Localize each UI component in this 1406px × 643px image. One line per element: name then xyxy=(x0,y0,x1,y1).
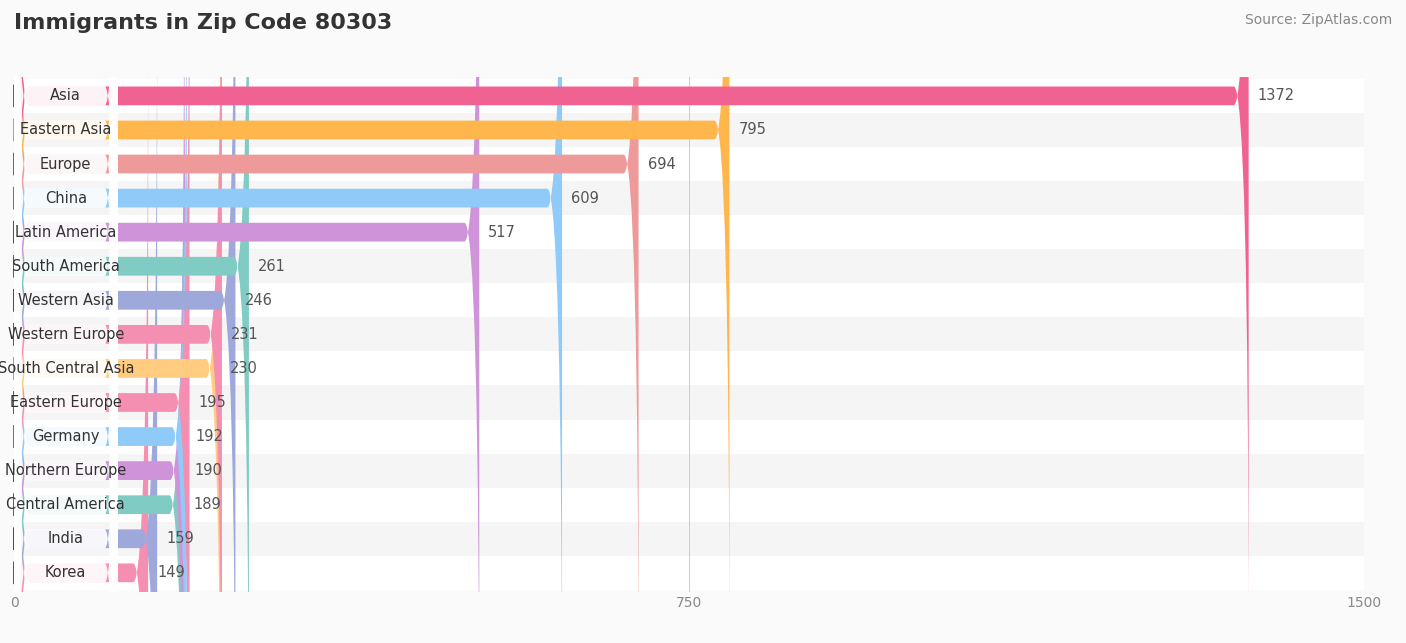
Text: South Central Asia: South Central Asia xyxy=(0,361,134,376)
Bar xyxy=(14,284,1364,318)
Text: Western Europe: Western Europe xyxy=(7,327,124,342)
Bar xyxy=(14,487,1364,521)
Text: 189: 189 xyxy=(193,497,221,512)
Text: South America: South America xyxy=(11,258,120,274)
Text: Immigrants in Zip Code 80303: Immigrants in Zip Code 80303 xyxy=(14,13,392,33)
Bar xyxy=(14,419,1364,453)
FancyBboxPatch shape xyxy=(14,0,118,612)
FancyBboxPatch shape xyxy=(14,0,638,643)
FancyBboxPatch shape xyxy=(14,0,118,643)
FancyBboxPatch shape xyxy=(14,57,118,643)
Bar xyxy=(14,113,1364,147)
Text: 795: 795 xyxy=(738,122,766,138)
FancyBboxPatch shape xyxy=(14,0,118,643)
Text: 231: 231 xyxy=(231,327,259,342)
Text: Central America: Central America xyxy=(7,497,125,512)
Text: 149: 149 xyxy=(157,565,184,581)
Text: India: India xyxy=(48,531,84,547)
FancyBboxPatch shape xyxy=(14,0,190,643)
FancyBboxPatch shape xyxy=(14,23,118,643)
FancyBboxPatch shape xyxy=(14,0,118,578)
Text: 609: 609 xyxy=(571,190,599,206)
Text: Korea: Korea xyxy=(45,565,87,581)
FancyBboxPatch shape xyxy=(14,0,118,643)
Bar xyxy=(14,215,1364,249)
Text: 159: 159 xyxy=(166,531,194,547)
Text: Europe: Europe xyxy=(41,156,91,172)
Text: Northern Europe: Northern Europe xyxy=(6,463,127,478)
Text: Germany: Germany xyxy=(32,429,100,444)
Bar xyxy=(14,385,1364,419)
Text: 694: 694 xyxy=(648,156,675,172)
Text: Latin America: Latin America xyxy=(15,224,117,240)
Text: Eastern Europe: Eastern Europe xyxy=(10,395,122,410)
Text: Eastern Asia: Eastern Asia xyxy=(20,122,111,138)
FancyBboxPatch shape xyxy=(14,0,157,643)
Bar xyxy=(14,249,1364,284)
FancyBboxPatch shape xyxy=(14,0,184,643)
FancyBboxPatch shape xyxy=(14,91,118,643)
Text: Asia: Asia xyxy=(51,88,82,104)
Text: 261: 261 xyxy=(257,258,285,274)
Bar xyxy=(14,318,1364,351)
FancyBboxPatch shape xyxy=(14,0,118,643)
FancyBboxPatch shape xyxy=(14,0,186,643)
FancyBboxPatch shape xyxy=(14,0,118,643)
Bar xyxy=(14,79,1364,113)
FancyBboxPatch shape xyxy=(14,0,730,643)
Text: 1372: 1372 xyxy=(1257,88,1295,104)
Bar xyxy=(14,147,1364,181)
Text: 192: 192 xyxy=(195,429,224,444)
Text: 517: 517 xyxy=(488,224,516,240)
FancyBboxPatch shape xyxy=(14,0,1249,643)
FancyBboxPatch shape xyxy=(14,0,118,643)
FancyBboxPatch shape xyxy=(14,0,118,643)
Text: China: China xyxy=(45,190,87,206)
Bar xyxy=(14,453,1364,487)
FancyBboxPatch shape xyxy=(14,0,235,643)
FancyBboxPatch shape xyxy=(14,0,479,643)
FancyBboxPatch shape xyxy=(14,0,562,643)
Bar xyxy=(14,521,1364,556)
FancyBboxPatch shape xyxy=(14,0,118,643)
Text: 230: 230 xyxy=(231,361,257,376)
Text: 195: 195 xyxy=(198,395,226,410)
Bar xyxy=(14,556,1364,590)
FancyBboxPatch shape xyxy=(14,0,222,643)
FancyBboxPatch shape xyxy=(14,0,118,643)
Bar xyxy=(14,351,1364,385)
Text: 190: 190 xyxy=(194,463,222,478)
FancyBboxPatch shape xyxy=(14,0,187,643)
Text: Western Asia: Western Asia xyxy=(18,293,114,308)
FancyBboxPatch shape xyxy=(14,0,249,643)
FancyBboxPatch shape xyxy=(14,0,118,643)
Bar xyxy=(14,181,1364,215)
Text: 246: 246 xyxy=(245,293,273,308)
FancyBboxPatch shape xyxy=(14,0,221,643)
FancyBboxPatch shape xyxy=(14,20,148,643)
Text: Source: ZipAtlas.com: Source: ZipAtlas.com xyxy=(1244,13,1392,27)
